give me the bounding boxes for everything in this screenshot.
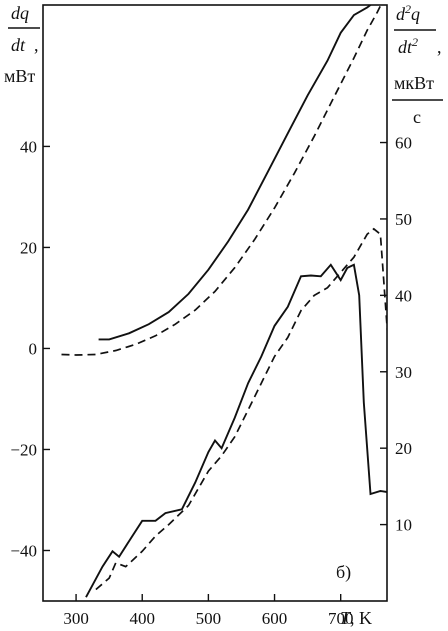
left-tick-label: 40 — [20, 137, 37, 156]
series-right-dashed-line — [95, 227, 387, 591]
right-label-comma: , — [437, 37, 442, 57]
x-tick-label: 600 — [262, 609, 288, 628]
left-label-denominator: dt — [11, 35, 26, 55]
left-tick-label: −40 — [10, 541, 37, 560]
right-tick-label: 60 — [395, 134, 412, 153]
x-axis-ticks: 300 400 500 600 700 — [63, 594, 353, 628]
right-label-unit-num: мкВт — [394, 73, 434, 93]
left-axis-ticks: −40 −20 0 20 40 — [10, 137, 50, 560]
left-label-numerator: dq — [11, 3, 29, 23]
left-label-unit: мВт — [4, 66, 35, 86]
series-left-solid-line — [98, 5, 373, 341]
series-right-solid-line — [85, 263, 387, 598]
plot-frame — [42, 4, 388, 602]
left-label-comma: , — [34, 35, 39, 55]
left-tick-label: 0 — [29, 339, 38, 358]
right-tick-label: 50 — [395, 210, 412, 229]
x-tick-label: 700 — [328, 609, 354, 628]
right-axis-label: d2q dt2 , мкВт с — [392, 2, 443, 127]
x-tick-label: 300 — [63, 609, 89, 628]
right-tick-label: 20 — [395, 439, 412, 458]
right-tick-label: 40 — [395, 286, 412, 305]
left-tick-label: 20 — [20, 238, 37, 257]
series-left-dashed-line — [61, 5, 382, 356]
x-tick-label: 500 — [196, 609, 222, 628]
left-axis-label: dq dt , мВт — [4, 3, 40, 86]
right-label-numerator: d2q — [396, 2, 420, 24]
x-tick-label: 400 — [129, 609, 155, 628]
panel-label: б) — [336, 562, 351, 583]
series-layer — [61, 5, 387, 598]
right-tick-label: 10 — [395, 516, 412, 535]
x-axis-label: T, K — [340, 608, 372, 628]
right-axis-ticks: 10 20 30 40 50 60 — [380, 134, 412, 535]
left-tick-label: −20 — [10, 440, 37, 459]
right-label-denominator: dt2 — [398, 35, 418, 57]
right-label-unit-den: с — [413, 107, 421, 127]
right-tick-label: 30 — [395, 363, 412, 382]
